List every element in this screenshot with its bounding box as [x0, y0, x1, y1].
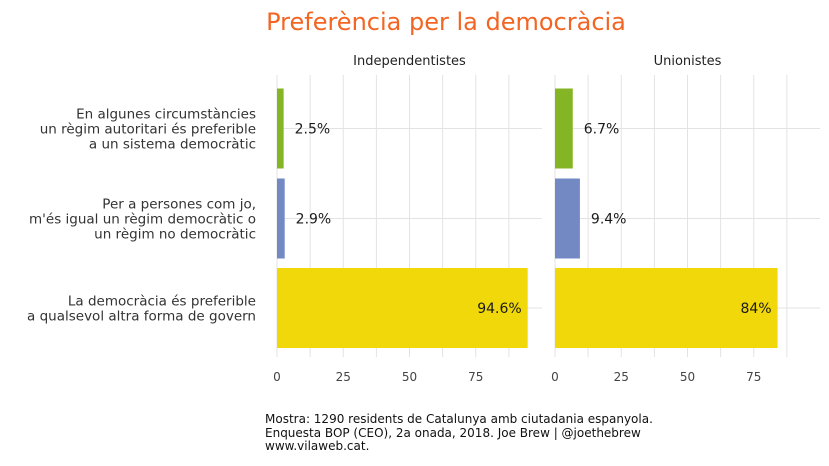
- caption-line-1: Mostra: 1290 residents de Catalunya amb …: [265, 412, 653, 426]
- data-label: 9.4%: [591, 212, 627, 228]
- chart-title: Preferència per la democràcia: [266, 8, 626, 36]
- category-label: En algunes circumstàncies: [76, 107, 256, 123]
- bar-independentistes-0: [277, 88, 284, 169]
- bar-unionistes-2: [555, 268, 778, 348]
- data-label: 2.5%: [295, 122, 331, 138]
- caption: Mostra: 1290 residents de Catalunya amb …: [265, 412, 653, 454]
- bar-independentistes-2: [277, 268, 528, 348]
- x-tick-label: 0: [551, 370, 559, 384]
- plot-area: Independentistes Unionistes 2.5% 2.9% 94.6% 6…: [27, 54, 820, 384]
- x-tick-label: 0: [273, 370, 281, 384]
- data-label: 2.9%: [296, 212, 332, 228]
- category-label: un règim autoritari és preferible: [40, 122, 256, 138]
- category-label: m'és igual un règim democràtic o: [29, 212, 256, 228]
- x-tick-label: 50: [402, 370, 417, 384]
- data-label: 6.7%: [584, 122, 620, 138]
- category-label: a qualsevol altra forma de govern: [27, 309, 256, 325]
- facet-label-independentistes: Independentistes: [353, 54, 466, 69]
- bar-independentistes-1: [277, 178, 285, 259]
- category-label: a un sistema democràtic: [89, 137, 256, 153]
- facet-label-unionistes: Unionistes: [654, 54, 722, 69]
- caption-line-2: Enquesta BOP (CEO), 2a onada, 2018. Joe …: [265, 425, 641, 440]
- x-tick-label: 75: [746, 370, 761, 384]
- bar-unionistes-0: [555, 88, 573, 169]
- x-tick-label: 75: [468, 370, 483, 384]
- data-label: 84%: [740, 301, 771, 317]
- x-tick-label: 50: [680, 370, 695, 384]
- bar-unionistes-1: [555, 178, 580, 259]
- x-tick-label: 25: [614, 370, 629, 384]
- data-label: 94.6%: [477, 301, 521, 317]
- category-label: La democràcia és preferible: [68, 294, 256, 310]
- category-label: Per a persones com jo,: [102, 197, 256, 213]
- caption-line-3: www.vilaweb.cat.: [265, 439, 370, 453]
- category-label: un règim no democràtic: [94, 227, 256, 243]
- x-tick-label: 25: [336, 370, 351, 384]
